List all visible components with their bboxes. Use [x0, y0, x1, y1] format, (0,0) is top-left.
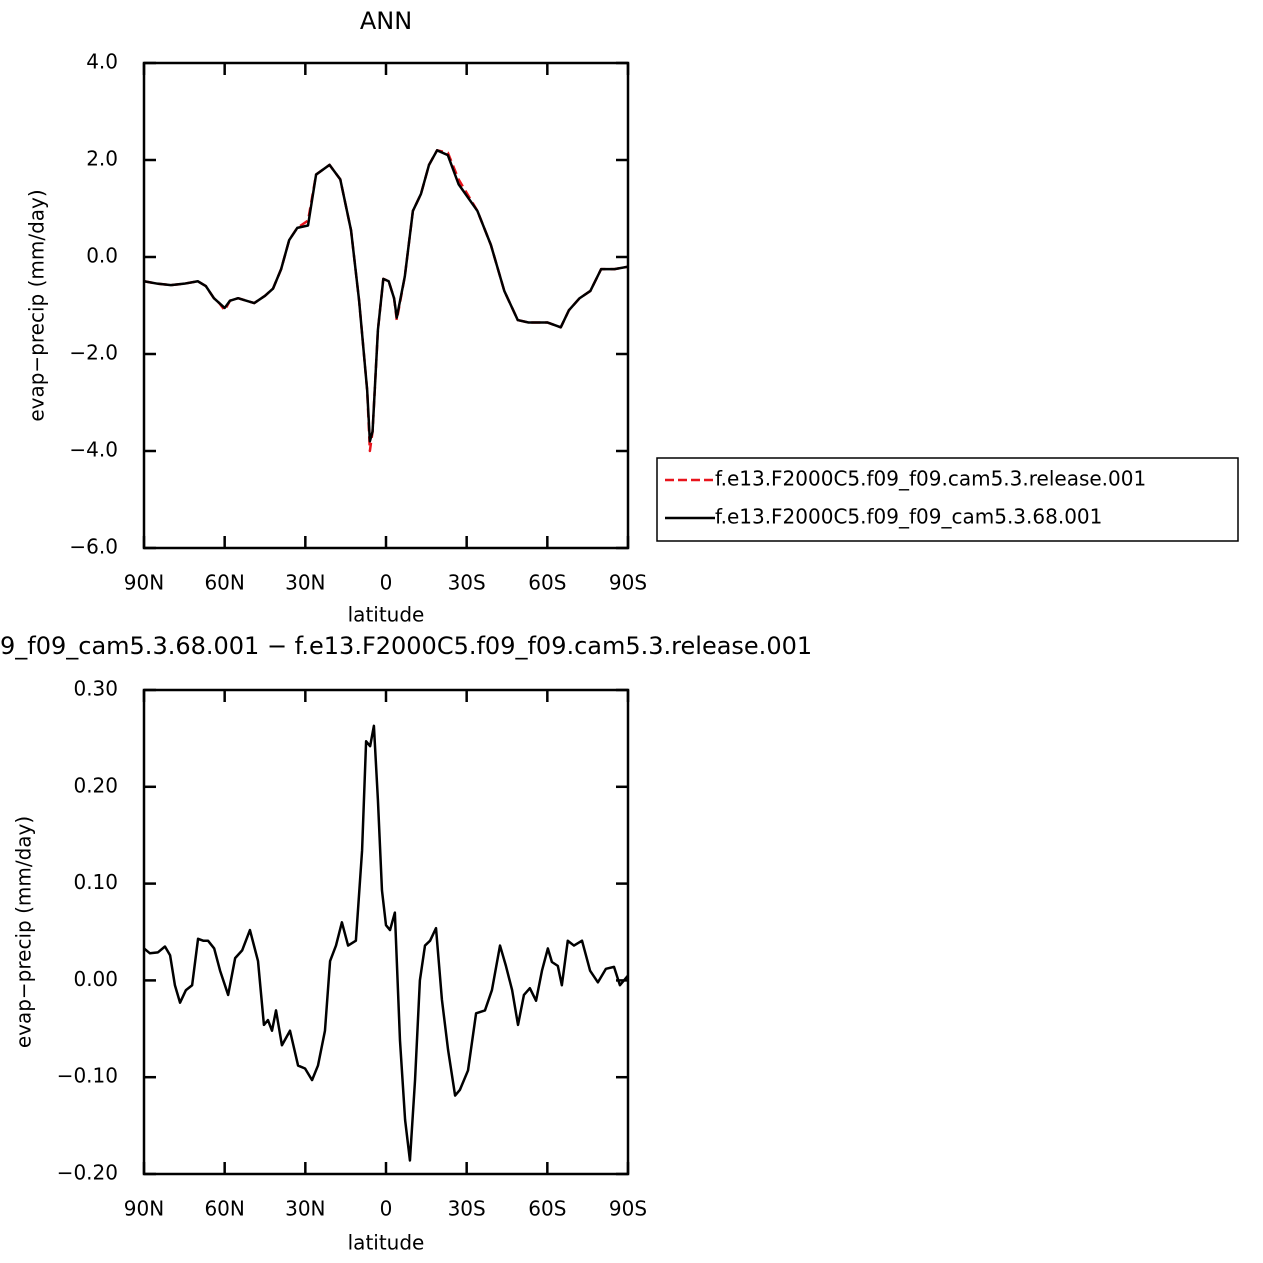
plot-frame: [142, 61, 630, 550]
y-tick-label: −4.0: [69, 438, 118, 462]
data-line: [143, 149, 629, 443]
y-tick-label: −6.0: [69, 535, 118, 559]
x-tick-label: 0: [380, 1197, 393, 1221]
y-tick-label: 4.0: [86, 50, 118, 74]
x-tick-label: 30S: [448, 571, 486, 595]
x-tick-label: 60N: [204, 571, 244, 595]
x-tick-label: 90N: [124, 571, 164, 595]
y-axis-label: evap−precip (mm/day): [25, 189, 49, 421]
x-tick-label: 90S: [609, 1197, 647, 1221]
legend-box: [656, 457, 1239, 542]
legend-label: f.e13.F2000C5.f09_f09.cam5.3.release.001: [715, 467, 1146, 491]
x-tick-label: 90N: [124, 1197, 164, 1221]
y-tick-label: 0.20: [73, 773, 118, 797]
x-tick-label: 30N: [285, 571, 325, 595]
x-tick-label: 60S: [528, 571, 566, 595]
plot-frame: [142, 688, 630, 1176]
y-tick-label: 2.0: [86, 147, 118, 171]
data-line: [143, 724, 629, 1162]
x-axis-label: latitude: [348, 603, 425, 627]
legend-label: f.e13.F2000C5.f09_f09_cam5.3.68.001: [715, 505, 1102, 529]
y-tick-label: −0.10: [57, 1064, 118, 1088]
x-axis-label: latitude: [348, 1231, 425, 1255]
x-tick-label: 60S: [528, 1197, 566, 1221]
x-tick-label: 60N: [204, 1197, 244, 1221]
x-tick-label: 90S: [609, 571, 647, 595]
y-tick-label: −2.0: [69, 341, 118, 365]
x-tick-label: 0: [380, 571, 393, 595]
y-tick-label: 0.30: [73, 677, 118, 701]
x-tick-label: 30N: [285, 1197, 325, 1221]
y-axis-label: evap−precip (mm/day): [12, 816, 36, 1048]
x-tick-label: 30S: [448, 1197, 486, 1221]
y-tick-label: 0.10: [73, 870, 118, 894]
y-tick-label: −0.20: [57, 1161, 118, 1185]
chart-title: 9_f09_cam5.3.68.001 − f.e13.F2000C5.f09_…: [0, 632, 812, 660]
y-tick-label: 0.0: [86, 244, 118, 268]
y-tick-label: 0.00: [73, 967, 118, 991]
chart-title: ANN: [360, 7, 412, 35]
